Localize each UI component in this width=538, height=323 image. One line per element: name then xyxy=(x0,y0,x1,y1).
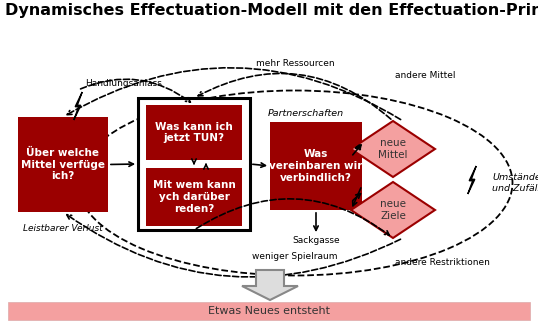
Text: Leistbarer Verlust: Leistbarer Verlust xyxy=(23,224,103,233)
Text: Was kann ich
jetzt TUN?: Was kann ich jetzt TUN? xyxy=(155,122,233,143)
Text: Dynamisches Effectuation-Modell mit den Effectuation-Prinzipien: Dynamisches Effectuation-Modell mit den … xyxy=(5,3,538,18)
Text: Umstände
und Zufälle: Umstände und Zufälle xyxy=(492,173,538,193)
Text: Partnerschaften: Partnerschaften xyxy=(268,109,344,118)
Text: Etwas Neues entsteht: Etwas Neues entsteht xyxy=(208,306,330,316)
Text: mehr Ressourcen: mehr Ressourcen xyxy=(256,59,334,68)
Polygon shape xyxy=(351,182,435,238)
Text: Mit wem kann
ych darüber
reden?: Mit wem kann ych darüber reden? xyxy=(153,181,236,214)
Text: neue
Ziele: neue Ziele xyxy=(380,199,406,221)
FancyBboxPatch shape xyxy=(146,105,242,160)
Text: neue
Mittel: neue Mittel xyxy=(378,138,408,160)
Polygon shape xyxy=(351,121,435,177)
FancyBboxPatch shape xyxy=(18,117,108,212)
FancyBboxPatch shape xyxy=(8,302,530,320)
Text: Handlungsanlass: Handlungsanlass xyxy=(85,79,162,88)
FancyBboxPatch shape xyxy=(270,122,362,210)
Text: weniger Spielraum: weniger Spielraum xyxy=(252,252,338,261)
Text: andere Restriktionen: andere Restriktionen xyxy=(395,258,490,267)
Polygon shape xyxy=(74,92,82,120)
Polygon shape xyxy=(468,166,476,194)
Text: Über welche
Mittel verfüge
ich?: Über welche Mittel verfüge ich? xyxy=(21,148,105,181)
FancyBboxPatch shape xyxy=(138,98,250,230)
Text: Sackgasse: Sackgasse xyxy=(292,236,340,245)
FancyBboxPatch shape xyxy=(146,168,242,226)
Text: andere Mittel: andere Mittel xyxy=(395,71,456,80)
Text: Was
vereinbaren wir
verbindlich?: Was vereinbaren wir verbindlich? xyxy=(270,150,363,182)
Polygon shape xyxy=(242,270,298,300)
